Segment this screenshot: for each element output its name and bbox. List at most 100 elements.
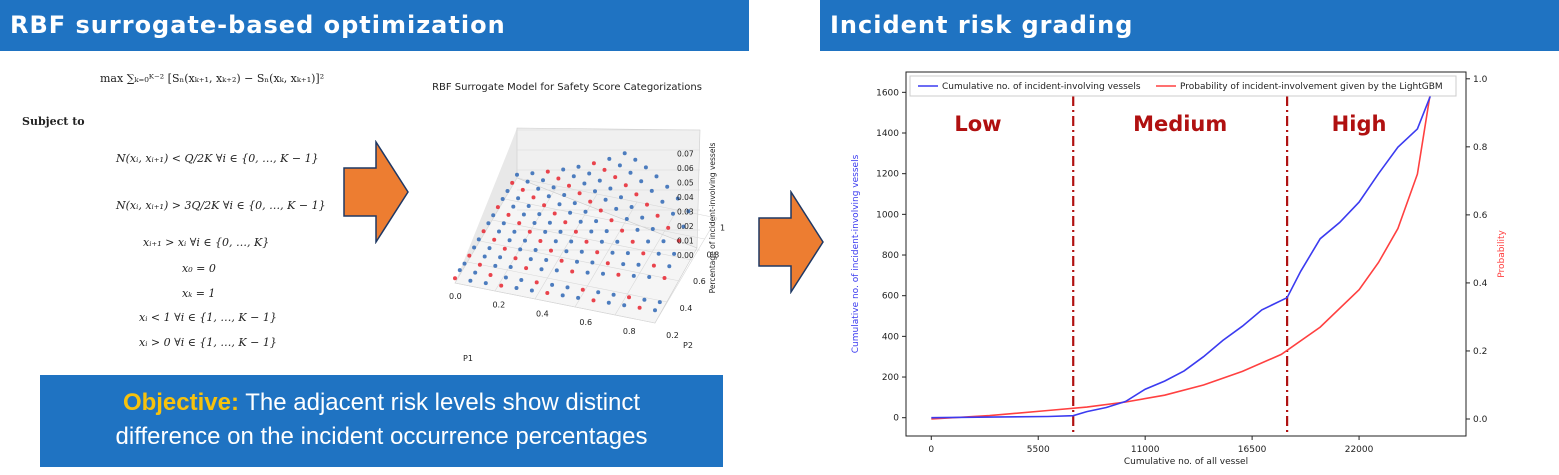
surface-point bbox=[655, 213, 660, 218]
surface-point bbox=[486, 221, 491, 226]
surface-point bbox=[517, 221, 522, 226]
surface-point bbox=[556, 176, 561, 181]
surface-point bbox=[568, 210, 573, 215]
surface-point bbox=[549, 248, 553, 253]
risk-level-medium: Medium bbox=[1133, 112, 1227, 136]
surface-point bbox=[545, 291, 550, 295]
constraint-4: x₀ = 0 bbox=[182, 262, 216, 275]
y-tick-label: 1400 bbox=[876, 129, 899, 139]
surface-point bbox=[525, 179, 530, 184]
surface-ytick: 0.6 bbox=[693, 277, 706, 286]
surface-ytick: 0.8 bbox=[707, 250, 720, 259]
surface-point bbox=[502, 246, 507, 251]
y-axis-label: Cumulative no. of incident-involving ves… bbox=[851, 154, 861, 353]
surface-point bbox=[610, 250, 615, 255]
surface-point bbox=[544, 258, 549, 262]
surface-point bbox=[651, 263, 656, 268]
constraint-2: N(xᵢ, xᵢ₊₁) > 3Q/2K ∀i ∈ {0, …, K − 1} bbox=[116, 199, 326, 212]
surface-point bbox=[503, 275, 508, 280]
surface-point bbox=[622, 303, 627, 308]
right-panel-title: Incident risk grading bbox=[820, 0, 1559, 51]
surface-point bbox=[482, 254, 487, 259]
surface-point bbox=[457, 268, 462, 273]
probability-line bbox=[931, 88, 1432, 420]
surface-point bbox=[641, 251, 646, 256]
risk-grading-chart: 0 5500 11000 16500 22000 0 200 400 600 800 1000 12… bbox=[851, 71, 1507, 467]
surface-ztick: 0.01 bbox=[677, 237, 694, 246]
surface-ztick: 0.00 bbox=[677, 251, 694, 260]
surface-point bbox=[570, 269, 575, 274]
surface-point bbox=[512, 229, 517, 234]
surface-point bbox=[620, 228, 625, 233]
surface-point bbox=[583, 209, 588, 214]
y-tick-label: 800 bbox=[882, 251, 899, 261]
surface-point bbox=[558, 229, 563, 234]
surface-point bbox=[527, 229, 532, 234]
y-tick-label: 1200 bbox=[876, 170, 899, 180]
surface-point bbox=[476, 237, 481, 242]
y-tick-label: 0 bbox=[893, 414, 899, 424]
surface-point bbox=[492, 237, 497, 242]
surface-point bbox=[584, 239, 589, 244]
surface-point bbox=[506, 212, 511, 217]
surface-point bbox=[667, 264, 672, 269]
surface-plot: RBF Surrogate Model for Safety Score Cat… bbox=[432, 82, 725, 363]
surface-point bbox=[623, 183, 628, 188]
surface-point bbox=[563, 220, 568, 225]
surface-point bbox=[576, 164, 581, 169]
surface-point bbox=[633, 157, 638, 162]
surface-point bbox=[557, 202, 562, 207]
surface-point bbox=[511, 204, 516, 209]
surface-point bbox=[515, 172, 519, 177]
surface-point bbox=[597, 178, 602, 183]
surface-point bbox=[640, 215, 645, 220]
surface-point bbox=[547, 220, 552, 225]
surface-point bbox=[541, 178, 545, 183]
surface-point bbox=[473, 270, 478, 275]
surface-point bbox=[587, 171, 592, 176]
surface-xtick: 0.6 bbox=[579, 318, 592, 327]
surface-point bbox=[608, 186, 613, 191]
surface-point bbox=[585, 270, 590, 275]
surface-point bbox=[536, 186, 541, 191]
subject-to-label: Subject to bbox=[22, 115, 85, 128]
surface-point bbox=[591, 161, 596, 166]
surface-point bbox=[567, 183, 571, 188]
surface-point bbox=[642, 297, 647, 302]
surface-point bbox=[577, 191, 582, 196]
objective-box: Objective: The adjacent risk levels show… bbox=[40, 375, 723, 467]
surface-point bbox=[542, 203, 547, 208]
surface-point bbox=[601, 271, 605, 276]
surface-point bbox=[559, 258, 564, 263]
surface-point bbox=[553, 239, 558, 244]
surface-point bbox=[520, 187, 525, 192]
surface-point bbox=[518, 247, 523, 252]
surface-point bbox=[467, 253, 472, 258]
surface-point bbox=[495, 205, 500, 210]
surface-point bbox=[666, 225, 671, 230]
surface-ztick: 0.05 bbox=[677, 179, 694, 188]
surface-point bbox=[579, 249, 584, 254]
surface-point bbox=[529, 288, 534, 293]
surface-point bbox=[609, 218, 614, 223]
surface-point bbox=[593, 189, 597, 194]
surface-point bbox=[539, 267, 544, 272]
surface-point bbox=[576, 295, 581, 300]
surface-point bbox=[543, 229, 548, 234]
surface-point bbox=[551, 185, 556, 190]
surface-point bbox=[493, 263, 498, 268]
surface-point bbox=[615, 239, 620, 244]
surface-ytick: 0.4 bbox=[680, 304, 693, 313]
surface-point bbox=[649, 188, 654, 193]
surface-point bbox=[617, 163, 622, 168]
surface-point bbox=[578, 219, 583, 224]
constraint-6: xᵢ < 1 ∀i ∈ {1, …, K − 1} bbox=[139, 311, 277, 324]
x-tick-label: 22000 bbox=[1345, 445, 1374, 455]
surface-point bbox=[625, 251, 630, 256]
surface-point bbox=[594, 219, 599, 224]
x-tick-label: 11000 bbox=[1131, 445, 1160, 455]
surface-point bbox=[588, 199, 593, 204]
surface-point bbox=[637, 305, 642, 310]
surface-point bbox=[605, 261, 610, 266]
y2-tick-label: 0.6 bbox=[1473, 211, 1488, 221]
